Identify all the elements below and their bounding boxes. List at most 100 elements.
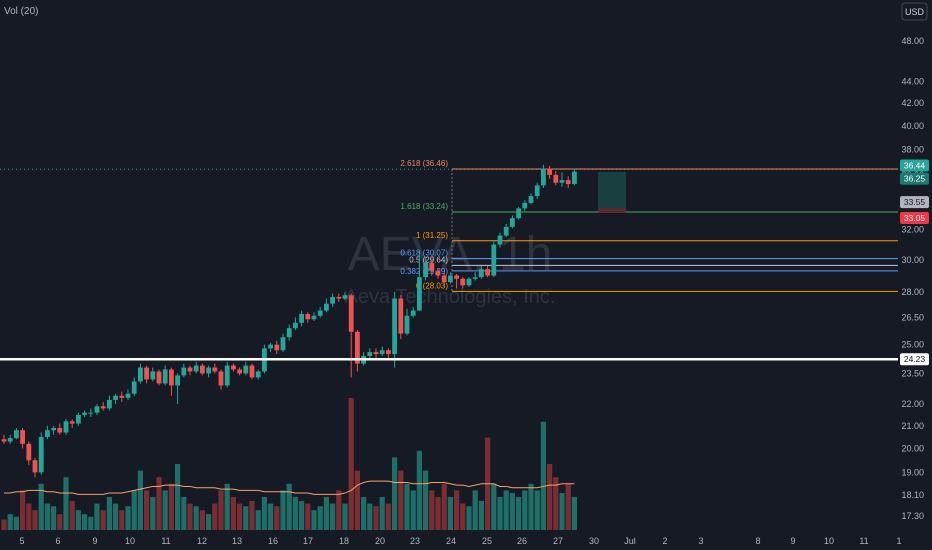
volume-bar [454, 490, 460, 530]
candle-body [441, 275, 447, 283]
volume-bar [534, 490, 540, 530]
volume-bar [292, 497, 298, 530]
position-stop-box[interactable] [598, 208, 626, 213]
time-tick-label: 2 [662, 536, 667, 546]
candle-body [243, 365, 249, 374]
candle-body [379, 350, 385, 355]
volume-bar [75, 510, 81, 530]
volume-bar [509, 493, 515, 530]
candle [125, 389, 131, 400]
volume-bar [13, 516, 19, 530]
volume-bar [410, 490, 416, 530]
candle-body [286, 328, 292, 338]
volume-bar [348, 398, 354, 530]
candle-body [20, 430, 25, 444]
volume-bar [181, 497, 187, 530]
candle-body [187, 367, 193, 372]
candle [317, 307, 323, 318]
candle-body [45, 430, 50, 438]
volume-bar [528, 483, 534, 530]
candle-body [125, 393, 131, 398]
candle-body [200, 365, 205, 374]
price-tag-bg [900, 159, 929, 172]
time-tick-label: 17 [303, 536, 313, 546]
candle-body [268, 344, 273, 349]
time-tick-label: 3 [698, 536, 703, 546]
fib-level-label: 2.618 (36.46) [400, 159, 448, 168]
candle-body [485, 269, 490, 276]
volume-bar [206, 514, 212, 530]
volume-bar [299, 500, 305, 530]
volume-bar [168, 483, 174, 530]
price-tick-label: 22.00 [901, 399, 924, 409]
volume-bar [354, 470, 360, 530]
price-tag-bg [900, 172, 929, 185]
candle [274, 340, 280, 355]
candle [243, 361, 249, 376]
candle [472, 272, 478, 281]
currency-button-frame[interactable] [901, 2, 928, 21]
candle [547, 165, 552, 179]
candle-body [162, 369, 168, 384]
candle [100, 402, 106, 411]
price-tick-label: 30.00 [901, 255, 924, 265]
fib-level-label: 0.5 (29.64) [409, 255, 448, 264]
price-tag-label: 33.05 [904, 213, 926, 223]
candle-body [410, 310, 416, 316]
candle [448, 272, 453, 284]
candle-body [373, 352, 379, 355]
price-axis[interactable]: 48.0044.0042.0040.0038.0036.0034.0032.00… [901, 36, 924, 521]
candle-body [82, 412, 87, 415]
candle [466, 277, 472, 287]
candle [392, 291, 397, 368]
currency-button[interactable]: USD [905, 7, 925, 17]
candle [94, 404, 100, 415]
price-tick-label: 18.10 [901, 490, 924, 500]
volume-bar [323, 497, 329, 530]
candle [342, 291, 348, 301]
candle-body [367, 352, 373, 356]
price-tick-label: 28.00 [901, 287, 924, 297]
candle [131, 377, 137, 396]
volume-bar [255, 510, 261, 530]
candle-body [88, 412, 94, 414]
fib-level-label: 0 (28.03) [416, 281, 448, 290]
candle [516, 207, 521, 220]
candle-body [100, 406, 106, 409]
candle [187, 365, 193, 376]
volume-bar [478, 500, 484, 530]
candle-body [460, 278, 466, 286]
price-tick-label: 40.00 [901, 121, 924, 131]
candle-body [348, 295, 354, 332]
candle-body [516, 208, 521, 219]
candle-body [324, 303, 329, 311]
time-axis[interactable]: 5 6 9 10 11 12 13 16 17 18 20 23 24 25 26 27 30 Jul 2 3 8 9 10… [19, 536, 901, 546]
candle-body [32, 460, 38, 473]
position-target-box[interactable] [598, 172, 626, 210]
price-tick-label: 19.00 [901, 467, 924, 477]
candle-body [14, 430, 19, 439]
volume-bar [472, 490, 478, 530]
price-tick-label: 26.50 [901, 313, 924, 323]
volume-bar [423, 470, 429, 530]
candle [38, 432, 44, 475]
volume-bar [497, 497, 503, 530]
time-tick-label: 8 [755, 536, 760, 546]
candle-body [274, 344, 280, 351]
price-tags: 36.44 36.25 33.55 33.05 24.23 [900, 159, 929, 366]
candle-body [491, 244, 497, 276]
candle-body [38, 437, 44, 473]
candle [169, 367, 174, 396]
time-tick-label: 11 [161, 536, 170, 546]
candle [193, 361, 199, 374]
candle-body [94, 406, 100, 413]
candle-body [255, 371, 261, 378]
candle-body [76, 414, 81, 424]
candle [162, 365, 168, 386]
candle [324, 298, 329, 313]
candle-body [522, 202, 528, 209]
candle-body [398, 298, 404, 334]
candle-body [553, 174, 559, 183]
candle-body [280, 337, 286, 351]
